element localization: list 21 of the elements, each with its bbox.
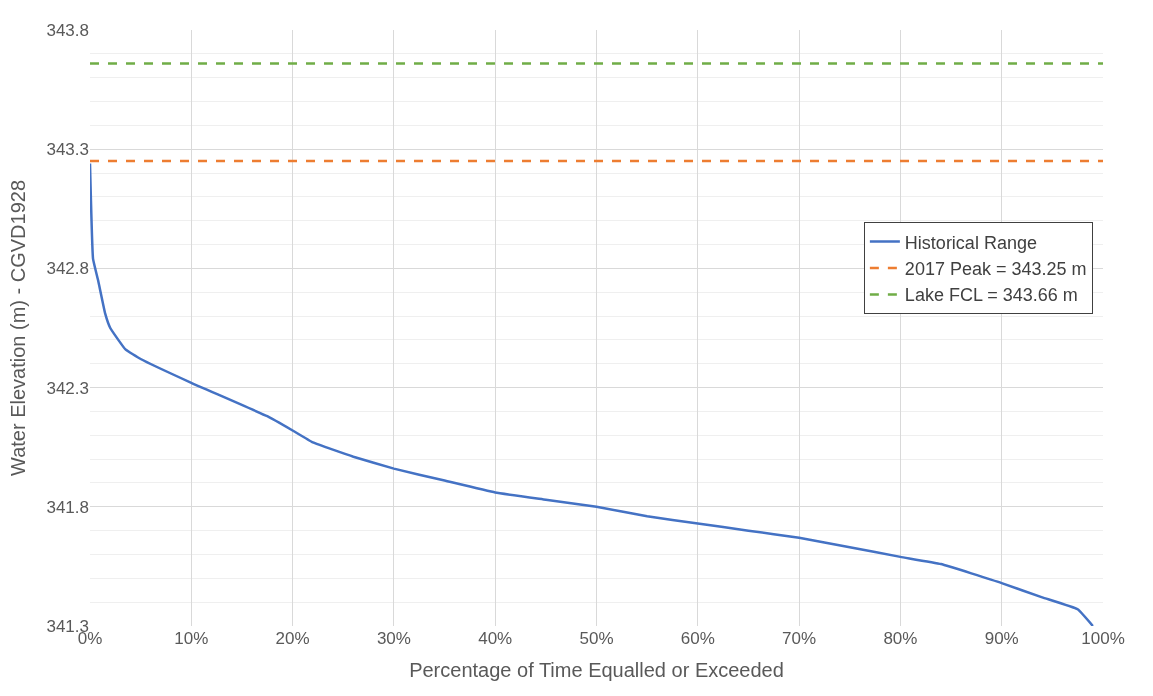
x-tick-label: 20% <box>275 629 310 648</box>
x-tick-label: 50% <box>579 629 614 648</box>
y-tick-label: 343.8 <box>46 20 89 40</box>
x-tick-label: 30% <box>376 629 411 648</box>
x-axis-title: Percentage of Time Equalled or Exceeded <box>409 658 784 681</box>
x-tick-label: 60% <box>680 629 715 648</box>
x-tick-label: 80% <box>883 629 918 648</box>
y-tick-label: 342.8 <box>46 259 89 279</box>
x-tick-label: 100% <box>1081 629 1125 648</box>
line-series <box>90 162 1095 626</box>
x-tick-label: 90% <box>984 629 1019 648</box>
legend-label: Historical Range <box>904 232 1037 253</box>
legend-label: Lake FCL = 343.66 m <box>904 285 1078 306</box>
x-tick-label: 70% <box>782 629 817 648</box>
y-tick-label: 341.8 <box>46 497 89 517</box>
x-tick-label: 40% <box>478 629 513 648</box>
y-axis-title: Water Elevation (m) - CGVD1928 <box>6 179 29 477</box>
x-tick-label: 10% <box>174 629 209 648</box>
y-tick-label: 343.3 <box>46 140 89 160</box>
legend-label: 2017 Peak = 343.25 m <box>904 259 1087 280</box>
y-tick-label: 342.3 <box>46 378 89 398</box>
